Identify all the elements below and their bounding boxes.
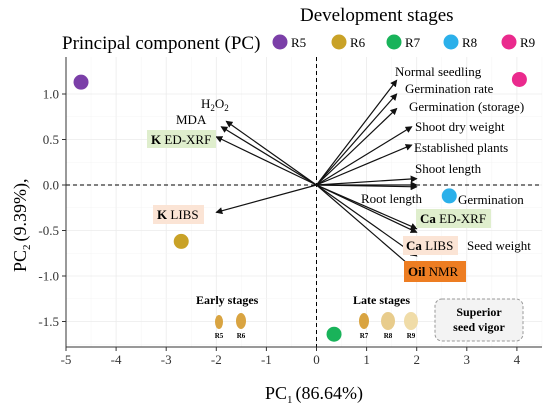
loading-arrow-k-ed-xrf bbox=[215, 136, 317, 186]
x-axis-title: PC1 (86.64%) bbox=[265, 383, 363, 406]
superior-line-2: seed vigor bbox=[453, 320, 505, 334]
legend-dot-r8 bbox=[443, 34, 459, 50]
seed-label-r6: R6 bbox=[237, 332, 246, 340]
label-established-plants: Established plants bbox=[414, 140, 508, 155]
loading-arrow-normal-seedling bbox=[316, 79, 398, 186]
seed-label-r9: R9 bbox=[407, 332, 416, 340]
y-axis-title: PC2(9.39%), bbox=[10, 178, 33, 272]
point-r6 bbox=[173, 233, 189, 249]
legend-label-r5: R5 bbox=[291, 35, 306, 50]
loading-arrow-germination-storage- bbox=[316, 107, 398, 186]
legend-dot-r6 bbox=[331, 34, 347, 50]
y-tick-label-2: 0.0 bbox=[43, 178, 59, 193]
boxed-labels: K ED-XRF K LIBS Ca ED-XRF Ca LIBS Oil NM… bbox=[147, 130, 491, 282]
legend: R5 R6 R7 R8 R9 bbox=[272, 34, 535, 50]
loading-arrow-shoot-dry-weight bbox=[316, 126, 413, 186]
x-tick-label-7: 2 bbox=[413, 352, 420, 367]
superior-seed-vigor-box bbox=[434, 298, 524, 342]
loading-arrow-shoot-length bbox=[316, 175, 418, 186]
x-tick-label-8: 3 bbox=[464, 352, 471, 367]
label-germination: Germination bbox=[458, 192, 524, 207]
x-tick-label-9: 4 bbox=[514, 352, 521, 367]
y-tick-label-1: 0.5 bbox=[43, 132, 59, 147]
label-ca-edxrf: Ca ED-XRF bbox=[420, 211, 486, 226]
ca-libs-box bbox=[403, 236, 458, 255]
x-tick-label-6: 1 bbox=[363, 352, 370, 367]
loading-arrows bbox=[215, 79, 418, 273]
ca-edxrf-box bbox=[416, 209, 491, 228]
early-stages-label: Early stages bbox=[196, 293, 259, 307]
label-germination-storage: Germination (storage) bbox=[409, 99, 524, 114]
x-tick-label-1: -4 bbox=[111, 352, 122, 367]
y-tick-label-3: -0.5 bbox=[38, 223, 59, 238]
seed-r5-image bbox=[215, 315, 223, 329]
point-r8 bbox=[441, 188, 457, 204]
k-edxrf-box bbox=[147, 130, 216, 148]
seed-r9-image bbox=[404, 312, 418, 330]
plot-panel bbox=[65, 57, 543, 348]
x-tick-label-3: -2 bbox=[211, 352, 222, 367]
y-tick-label-5: -1.5 bbox=[38, 314, 59, 329]
loading-arrow-k-libs bbox=[215, 184, 317, 215]
chart-subtitle: Principal component (PC) bbox=[62, 33, 260, 54]
loading-arrow-oil-nmr bbox=[316, 184, 418, 273]
y-tick-label-0: 1.0 bbox=[43, 87, 59, 102]
label-shoot-dry-weight: Shoot dry weight bbox=[415, 119, 505, 134]
seed-label-r8: R8 bbox=[384, 332, 393, 340]
legend-label-r9: R9 bbox=[520, 35, 535, 50]
label-germination-rate: Germination rate bbox=[405, 81, 494, 96]
loading-arrow-seed-weight bbox=[316, 184, 418, 233]
oil-nmr-box bbox=[404, 261, 466, 282]
loading-arrow-germination-rate bbox=[316, 93, 398, 186]
legend-label-r7: R7 bbox=[405, 35, 421, 50]
loading-arrow-ca-libs bbox=[316, 184, 418, 257]
y-ticks: 1.0 0.5 0.0 -0.5 -1.0 -1.5 bbox=[38, 87, 66, 329]
legend-title: Development stages bbox=[300, 5, 454, 26]
superior-line-1: Superior bbox=[456, 305, 502, 319]
x-ticks: -5 -4 -3 -2 -1 0 1 2 3 4 bbox=[61, 347, 521, 367]
legend-dot-r9 bbox=[501, 34, 517, 50]
legend-label-r6: R6 bbox=[350, 35, 366, 50]
point-r5 bbox=[73, 74, 89, 90]
variable-labels: Normal seedling Germination rate Germina… bbox=[176, 64, 531, 253]
x-tick-label-0: -5 bbox=[61, 352, 72, 367]
seed-r7-image bbox=[359, 313, 369, 329]
legend-label-r8: R8 bbox=[462, 35, 477, 50]
label-normal-seedling: Normal seedling bbox=[395, 64, 482, 79]
loading-arrow-root-length bbox=[316, 183, 418, 191]
label-ca-libs: Ca LIBS bbox=[406, 238, 453, 253]
loading-arrow-established-plants bbox=[316, 144, 413, 186]
seed-r8-image bbox=[381, 312, 395, 330]
seed-images bbox=[215, 312, 418, 330]
point-r7 bbox=[326, 326, 342, 342]
label-mda: MDA bbox=[176, 112, 207, 127]
y-tick-label-4: -1.0 bbox=[38, 269, 59, 284]
x-tick-label-5: 0 bbox=[313, 352, 320, 367]
seed-r6-image bbox=[236, 313, 246, 329]
label-shoot-length: Shoot length bbox=[415, 161, 482, 176]
loading-arrow-h2o2 bbox=[225, 120, 317, 186]
k-libs-box bbox=[153, 205, 204, 224]
seed-labels: R5 R6 R7 R8 R9 bbox=[215, 332, 416, 340]
point-r9 bbox=[511, 71, 527, 87]
label-h2o2: H2O2 bbox=[201, 96, 229, 113]
score-points bbox=[73, 71, 527, 342]
label-root-length: Root length bbox=[361, 191, 423, 206]
label-oil-nmr: Oil NMR bbox=[408, 264, 459, 279]
label-k-libs: K LIBS bbox=[157, 207, 199, 222]
label-seed-weight: Seed weight bbox=[467, 238, 531, 253]
late-stages-label: Late stages bbox=[353, 293, 410, 307]
legend-dot-r5 bbox=[272, 34, 288, 50]
x-tick-label-4: -1 bbox=[261, 352, 272, 367]
x-tick-label-2: -3 bbox=[161, 352, 172, 367]
seed-label-r5: R5 bbox=[215, 332, 224, 340]
legend-dot-r7 bbox=[386, 34, 402, 50]
label-k-edxrf: K ED-XRF bbox=[151, 132, 211, 147]
stage-annotations: Early stages Late stages Superior seed v… bbox=[196, 293, 524, 342]
seed-label-r7: R7 bbox=[360, 332, 369, 340]
loading-arrow-mda bbox=[220, 126, 317, 186]
